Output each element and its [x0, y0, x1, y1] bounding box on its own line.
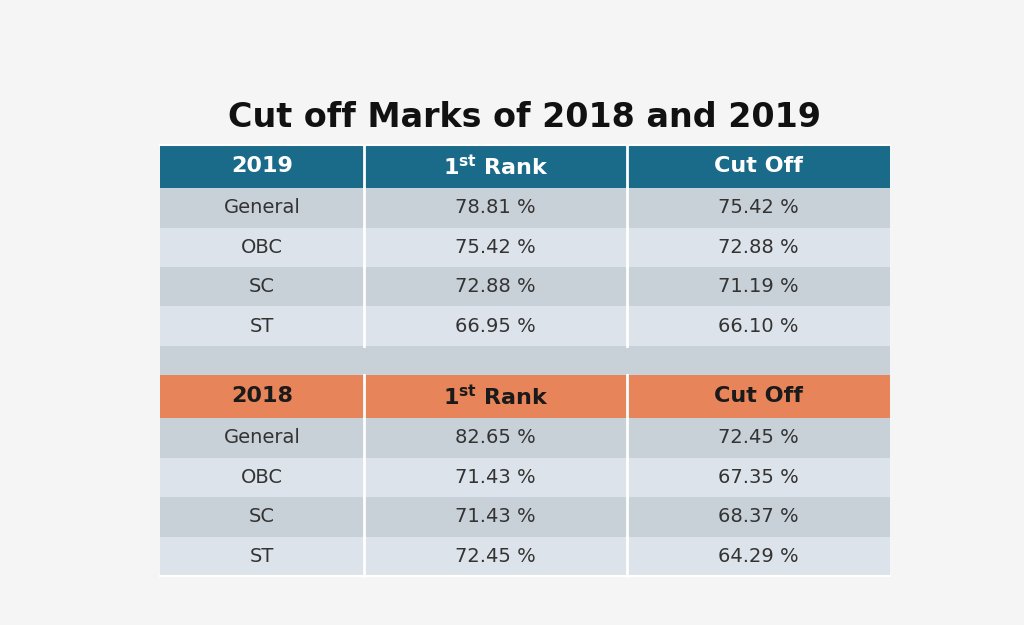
Text: OBC: OBC	[241, 468, 283, 487]
Text: 2018: 2018	[231, 386, 293, 406]
Text: 2019: 2019	[231, 156, 293, 176]
Text: 72.45 %: 72.45 %	[456, 547, 536, 566]
Text: 66.10 %: 66.10 %	[718, 317, 799, 336]
Text: SC: SC	[249, 278, 275, 296]
Text: 75.42 %: 75.42 %	[718, 198, 799, 217]
Text: 71.19 %: 71.19 %	[718, 278, 799, 296]
Text: 82.65 %: 82.65 %	[456, 428, 536, 448]
Bar	[160, 228, 890, 267]
Text: 66.95 %: 66.95 %	[456, 317, 536, 336]
Bar	[160, 458, 890, 497]
Text: OBC: OBC	[241, 238, 283, 257]
Bar	[160, 346, 890, 375]
Bar	[160, 306, 890, 346]
Text: ST: ST	[250, 317, 274, 336]
Text: 72.88 %: 72.88 %	[718, 238, 799, 257]
Text: 78.81 %: 78.81 %	[456, 198, 536, 217]
Text: ST: ST	[250, 547, 274, 566]
Text: General: General	[223, 198, 300, 217]
Bar	[160, 375, 890, 418]
Bar	[160, 188, 890, 228]
Text: Cut Off: Cut Off	[714, 156, 803, 176]
Text: General: General	[223, 428, 300, 448]
Bar	[160, 145, 890, 188]
Text: Cut Off: Cut Off	[714, 386, 803, 406]
Bar	[160, 497, 890, 536]
Text: 71.43 %: 71.43 %	[456, 468, 536, 487]
Text: 72.88 %: 72.88 %	[456, 278, 536, 296]
Text: 72.45 %: 72.45 %	[718, 428, 799, 448]
Text: 1$^{\mathbf{st}}$ Rank: 1$^{\mathbf{st}}$ Rank	[442, 384, 549, 409]
Text: 75.42 %: 75.42 %	[456, 238, 536, 257]
Bar	[160, 536, 890, 576]
Bar	[160, 418, 890, 457]
Text: SC: SC	[249, 508, 275, 526]
Text: 67.35 %: 67.35 %	[718, 468, 799, 487]
Text: 64.29 %: 64.29 %	[718, 547, 799, 566]
Text: 1$^{\mathbf{st}}$ Rank: 1$^{\mathbf{st}}$ Rank	[442, 154, 549, 179]
Text: 68.37 %: 68.37 %	[718, 508, 799, 526]
Text: Cut off Marks of 2018 and 2019: Cut off Marks of 2018 and 2019	[228, 101, 821, 134]
Text: 71.43 %: 71.43 %	[456, 508, 536, 526]
Bar	[160, 267, 890, 306]
